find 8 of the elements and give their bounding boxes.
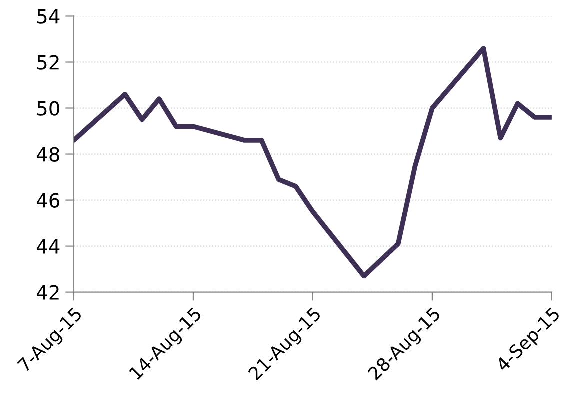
y-tick-label: 52 (38, 55, 59, 70)
y-tick-label: 48 (36, 147, 60, 162)
y-tick-label: 54 (38, 9, 60, 24)
y-tick-label: 44 (36, 240, 60, 254)
y-tick-label: 42 (36, 285, 59, 300)
y-tick-label: 50 (38, 101, 60, 116)
line-series (74, 46, 552, 279)
y-tick-label: 46 (36, 193, 60, 208)
